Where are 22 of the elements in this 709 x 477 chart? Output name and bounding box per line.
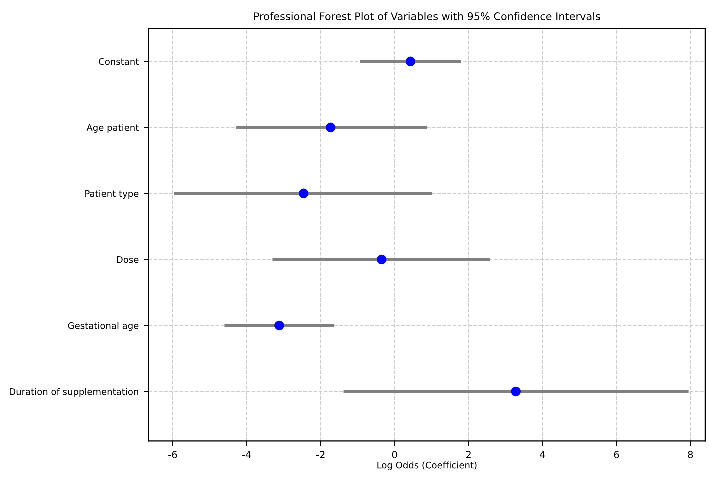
x-tick-label: 6: [614, 451, 620, 458]
chart-title: Professional Forest Plot of Variables with 95% Confidence Intervals: [254, 12, 600, 20]
point: [326, 122, 336, 133]
x-tick-label: 8: [688, 451, 694, 458]
x-axis-title: Log Odds (Coefficient): [378, 462, 477, 470]
x-tick-label: 4: [540, 451, 546, 458]
point: [406, 56, 416, 66]
y-tick-label: Constant: [99, 58, 139, 66]
y-tick-label: Patient type: [86, 190, 139, 199]
x-tick-label: 0: [392, 451, 398, 458]
x-tick-label: 2: [466, 451, 471, 458]
point: [298, 188, 309, 199]
point: [274, 320, 284, 331]
x-tick-label: -2: [316, 451, 325, 458]
x-tick-label: -4: [242, 451, 252, 458]
y-tick-label: Duration of supplementation: [10, 388, 138, 398]
point: [377, 254, 387, 265]
x-tick-label: -6: [168, 451, 178, 458]
y-tick-label: Gestational age: [68, 322, 139, 332]
y-tick-label: Age patient: [86, 124, 139, 133]
point: [511, 386, 521, 397]
y-tick-label: Dose: [117, 256, 139, 264]
